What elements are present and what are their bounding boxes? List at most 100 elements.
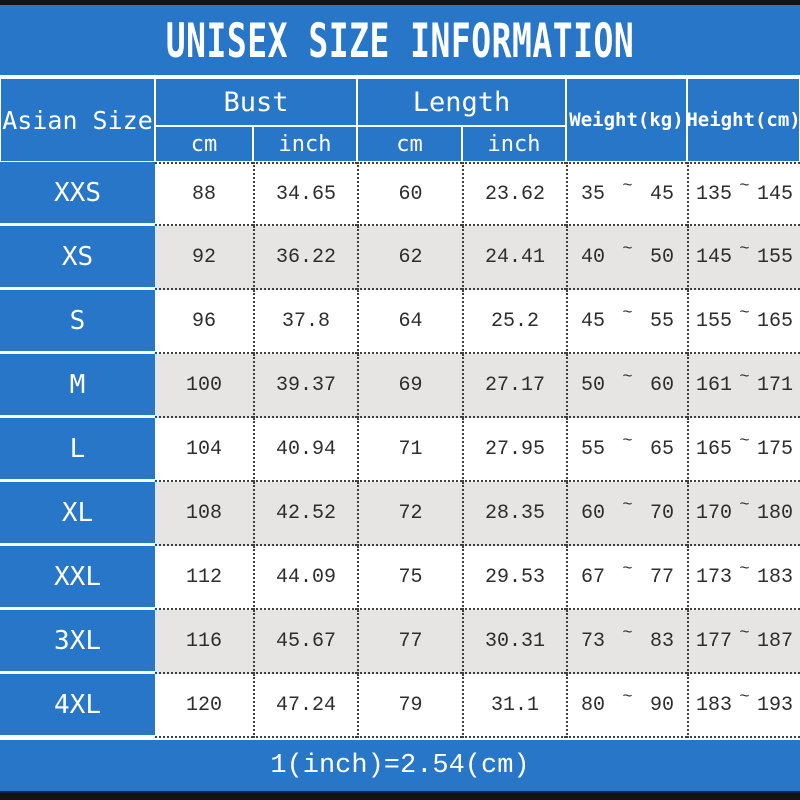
header-length-inch: inch <box>462 126 566 162</box>
height-min-value: 161 <box>696 373 733 397</box>
weight-min-value: 35 <box>581 182 606 206</box>
header-length-cm: cm <box>357 126 462 162</box>
weight-range-cell: 60 ~ 70 <box>566 482 687 546</box>
weight-min-value: 80 <box>581 693 606 717</box>
tilde-separator: ~ <box>622 495 633 515</box>
tilde-separator: ~ <box>739 687 750 707</box>
size-label-cell: XL <box>0 482 155 546</box>
height-range-cell: 173 ~ 183 <box>687 546 800 610</box>
conversion-note: 1(inch)=2.54(cm) <box>270 750 530 781</box>
size-label-cell: M <box>0 354 155 418</box>
bottom-frame-bar <box>0 791 800 800</box>
tilde-separator: ~ <box>622 431 633 451</box>
bust-cm-cell: 100 <box>155 354 253 418</box>
weight-range-cell: 50 ~ 60 <box>566 354 687 418</box>
bust-inch-cell: 37.8 <box>253 290 357 354</box>
table-row: L 104 40.94 71 27.95 55 ~ 65 165 ~ 175 <box>0 418 800 482</box>
bust-cm-cell: 96 <box>155 290 253 354</box>
height-max-value: 180 <box>756 501 793 525</box>
height-max-value: 155 <box>756 245 793 269</box>
bust-cm-cell: 104 <box>155 418 253 482</box>
height-min-value: 145 <box>696 245 733 269</box>
tilde-separator: ~ <box>739 176 750 196</box>
height-max-value: 175 <box>756 437 793 461</box>
bust-inch-cell: 36.22 <box>253 226 357 290</box>
header-bust: Bust <box>155 78 357 126</box>
title-band: UNISEX SIZE INFORMATION <box>0 5 800 75</box>
length-cm-cell: 72 <box>357 482 462 546</box>
table-row: S 96 37.8 64 25.2 45 ~ 55 155 ~ 165 <box>0 290 800 354</box>
size-label-cell: 4XL <box>0 674 155 738</box>
length-inch-cell: 23.62 <box>462 162 566 226</box>
weight-range-cell: 80 ~ 90 <box>566 674 687 738</box>
tilde-separator: ~ <box>622 687 633 707</box>
weight-range-cell: 35 ~ 45 <box>566 162 687 226</box>
weight-min-value: 45 <box>581 309 606 333</box>
length-inch-cell: 31.1 <box>462 674 566 738</box>
length-cm-cell: 77 <box>357 610 462 674</box>
tilde-separator: ~ <box>622 623 633 643</box>
tilde-separator: ~ <box>622 176 633 196</box>
bust-inch-cell: 40.94 <box>253 418 357 482</box>
weight-max-value: 83 <box>649 629 674 653</box>
height-min-value: 135 <box>696 182 733 206</box>
bust-inch-cell: 42.52 <box>253 482 357 546</box>
weight-range-cell: 40 ~ 50 <box>566 226 687 290</box>
length-cm-cell: 62 <box>357 226 462 290</box>
height-min-value: 155 <box>696 309 733 333</box>
weight-max-value: 50 <box>649 245 674 269</box>
height-range-cell: 145 ~ 155 <box>687 226 800 290</box>
title-divider <box>0 75 800 78</box>
weight-min-value: 55 <box>581 437 606 461</box>
weight-max-value: 70 <box>649 501 674 525</box>
weight-max-value: 65 <box>649 437 674 461</box>
tilde-separator: ~ <box>739 559 750 579</box>
bust-inch-cell: 44.09 <box>253 546 357 610</box>
length-inch-cell: 27.95 <box>462 418 566 482</box>
weight-max-value: 55 <box>649 309 674 333</box>
height-max-value: 193 <box>756 693 793 717</box>
weight-max-value: 90 <box>649 693 674 717</box>
height-range-cell: 155 ~ 165 <box>687 290 800 354</box>
weight-range-cell: 55 ~ 65 <box>566 418 687 482</box>
length-cm-cell: 64 <box>357 290 462 354</box>
header-bust-cm: cm <box>155 126 253 162</box>
height-range-cell: 135 ~ 145 <box>687 162 800 226</box>
tilde-separator: ~ <box>622 239 633 259</box>
length-inch-cell: 30.31 <box>462 610 566 674</box>
top-frame-bar <box>0 0 800 5</box>
height-min-value: 177 <box>696 629 733 653</box>
tilde-separator: ~ <box>739 623 750 643</box>
bust-cm-cell: 88 <box>155 162 253 226</box>
bust-inch-cell: 39.37 <box>253 354 357 418</box>
size-label-cell: XXL <box>0 546 155 610</box>
tilde-separator: ~ <box>739 239 750 259</box>
length-inch-cell: 29.53 <box>462 546 566 610</box>
tilde-separator: ~ <box>622 303 633 323</box>
length-inch-cell: 24.41 <box>462 226 566 290</box>
bust-cm-cell: 112 <box>155 546 253 610</box>
bust-inch-cell: 47.24 <box>253 674 357 738</box>
weight-max-value: 60 <box>649 373 674 397</box>
height-range-cell: 177 ~ 187 <box>687 610 800 674</box>
tilde-separator: ~ <box>622 367 633 387</box>
weight-min-value: 60 <box>581 501 606 525</box>
length-cm-cell: 79 <box>357 674 462 738</box>
height-range-cell: 183 ~ 193 <box>687 674 800 738</box>
tilde-separator: ~ <box>622 559 633 579</box>
table-row: XXS 88 34.65 60 23.62 35 ~ 45 135 ~ 145 <box>0 162 800 226</box>
weight-range-cell: 45 ~ 55 <box>566 290 687 354</box>
size-label-cell: S <box>0 290 155 354</box>
length-cm-cell: 69 <box>357 354 462 418</box>
weight-min-value: 40 <box>581 245 606 269</box>
table-row: XS 92 36.22 62 24.41 40 ~ 50 145 ~ 155 <box>0 226 800 290</box>
height-max-value: 171 <box>756 373 793 397</box>
header-height: Height(cm) <box>686 78 800 162</box>
bust-cm-cell: 116 <box>155 610 253 674</box>
weight-max-value: 45 <box>649 182 674 206</box>
weight-range-cell: 73 ~ 83 <box>566 610 687 674</box>
length-cm-cell: 71 <box>357 418 462 482</box>
height-max-value: 183 <box>756 565 793 589</box>
bust-cm-cell: 120 <box>155 674 253 738</box>
height-range-cell: 165 ~ 175 <box>687 418 800 482</box>
